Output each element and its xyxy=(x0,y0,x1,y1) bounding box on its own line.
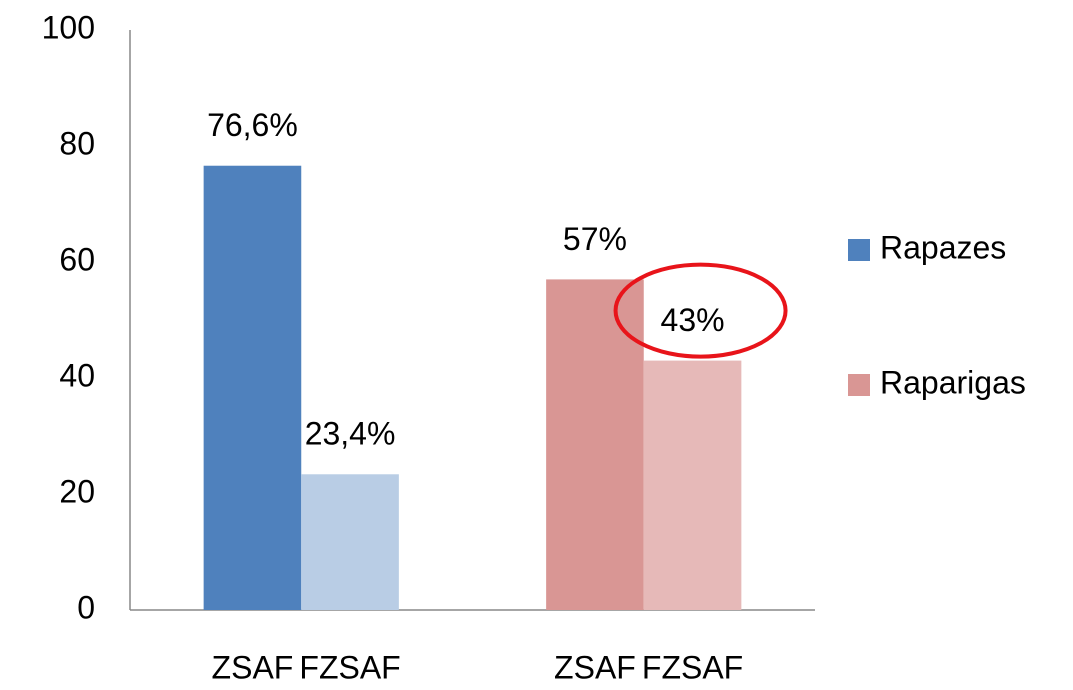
value-label: 57% xyxy=(563,221,627,257)
y-tick-label: 20 xyxy=(59,473,95,509)
legend-label: Rapazes xyxy=(880,229,1006,265)
legend-label: Raparigas xyxy=(880,364,1026,400)
value-label: 23,4% xyxy=(305,416,396,452)
bar xyxy=(203,165,302,610)
x-tick-label: ZSAF xyxy=(554,649,636,685)
value-label: 76,6% xyxy=(207,107,298,143)
bar xyxy=(546,279,644,610)
legend-swatch xyxy=(848,374,870,396)
y-tick-label: 0 xyxy=(77,589,95,625)
highlight-circle xyxy=(613,262,788,359)
x-tick-label: FZSAF xyxy=(642,649,743,685)
x-tick-label: ZSAF xyxy=(212,649,294,685)
y-tick-label: 40 xyxy=(59,357,95,393)
y-tick-label: 80 xyxy=(59,125,95,161)
x-tick-label: FZSAF xyxy=(299,649,400,685)
bar xyxy=(301,474,399,610)
y-tick-label: 60 xyxy=(59,241,95,277)
bar xyxy=(643,360,742,610)
value-label: 43% xyxy=(661,302,725,338)
y-tick-label: 100 xyxy=(42,9,95,45)
legend-swatch xyxy=(848,239,870,261)
